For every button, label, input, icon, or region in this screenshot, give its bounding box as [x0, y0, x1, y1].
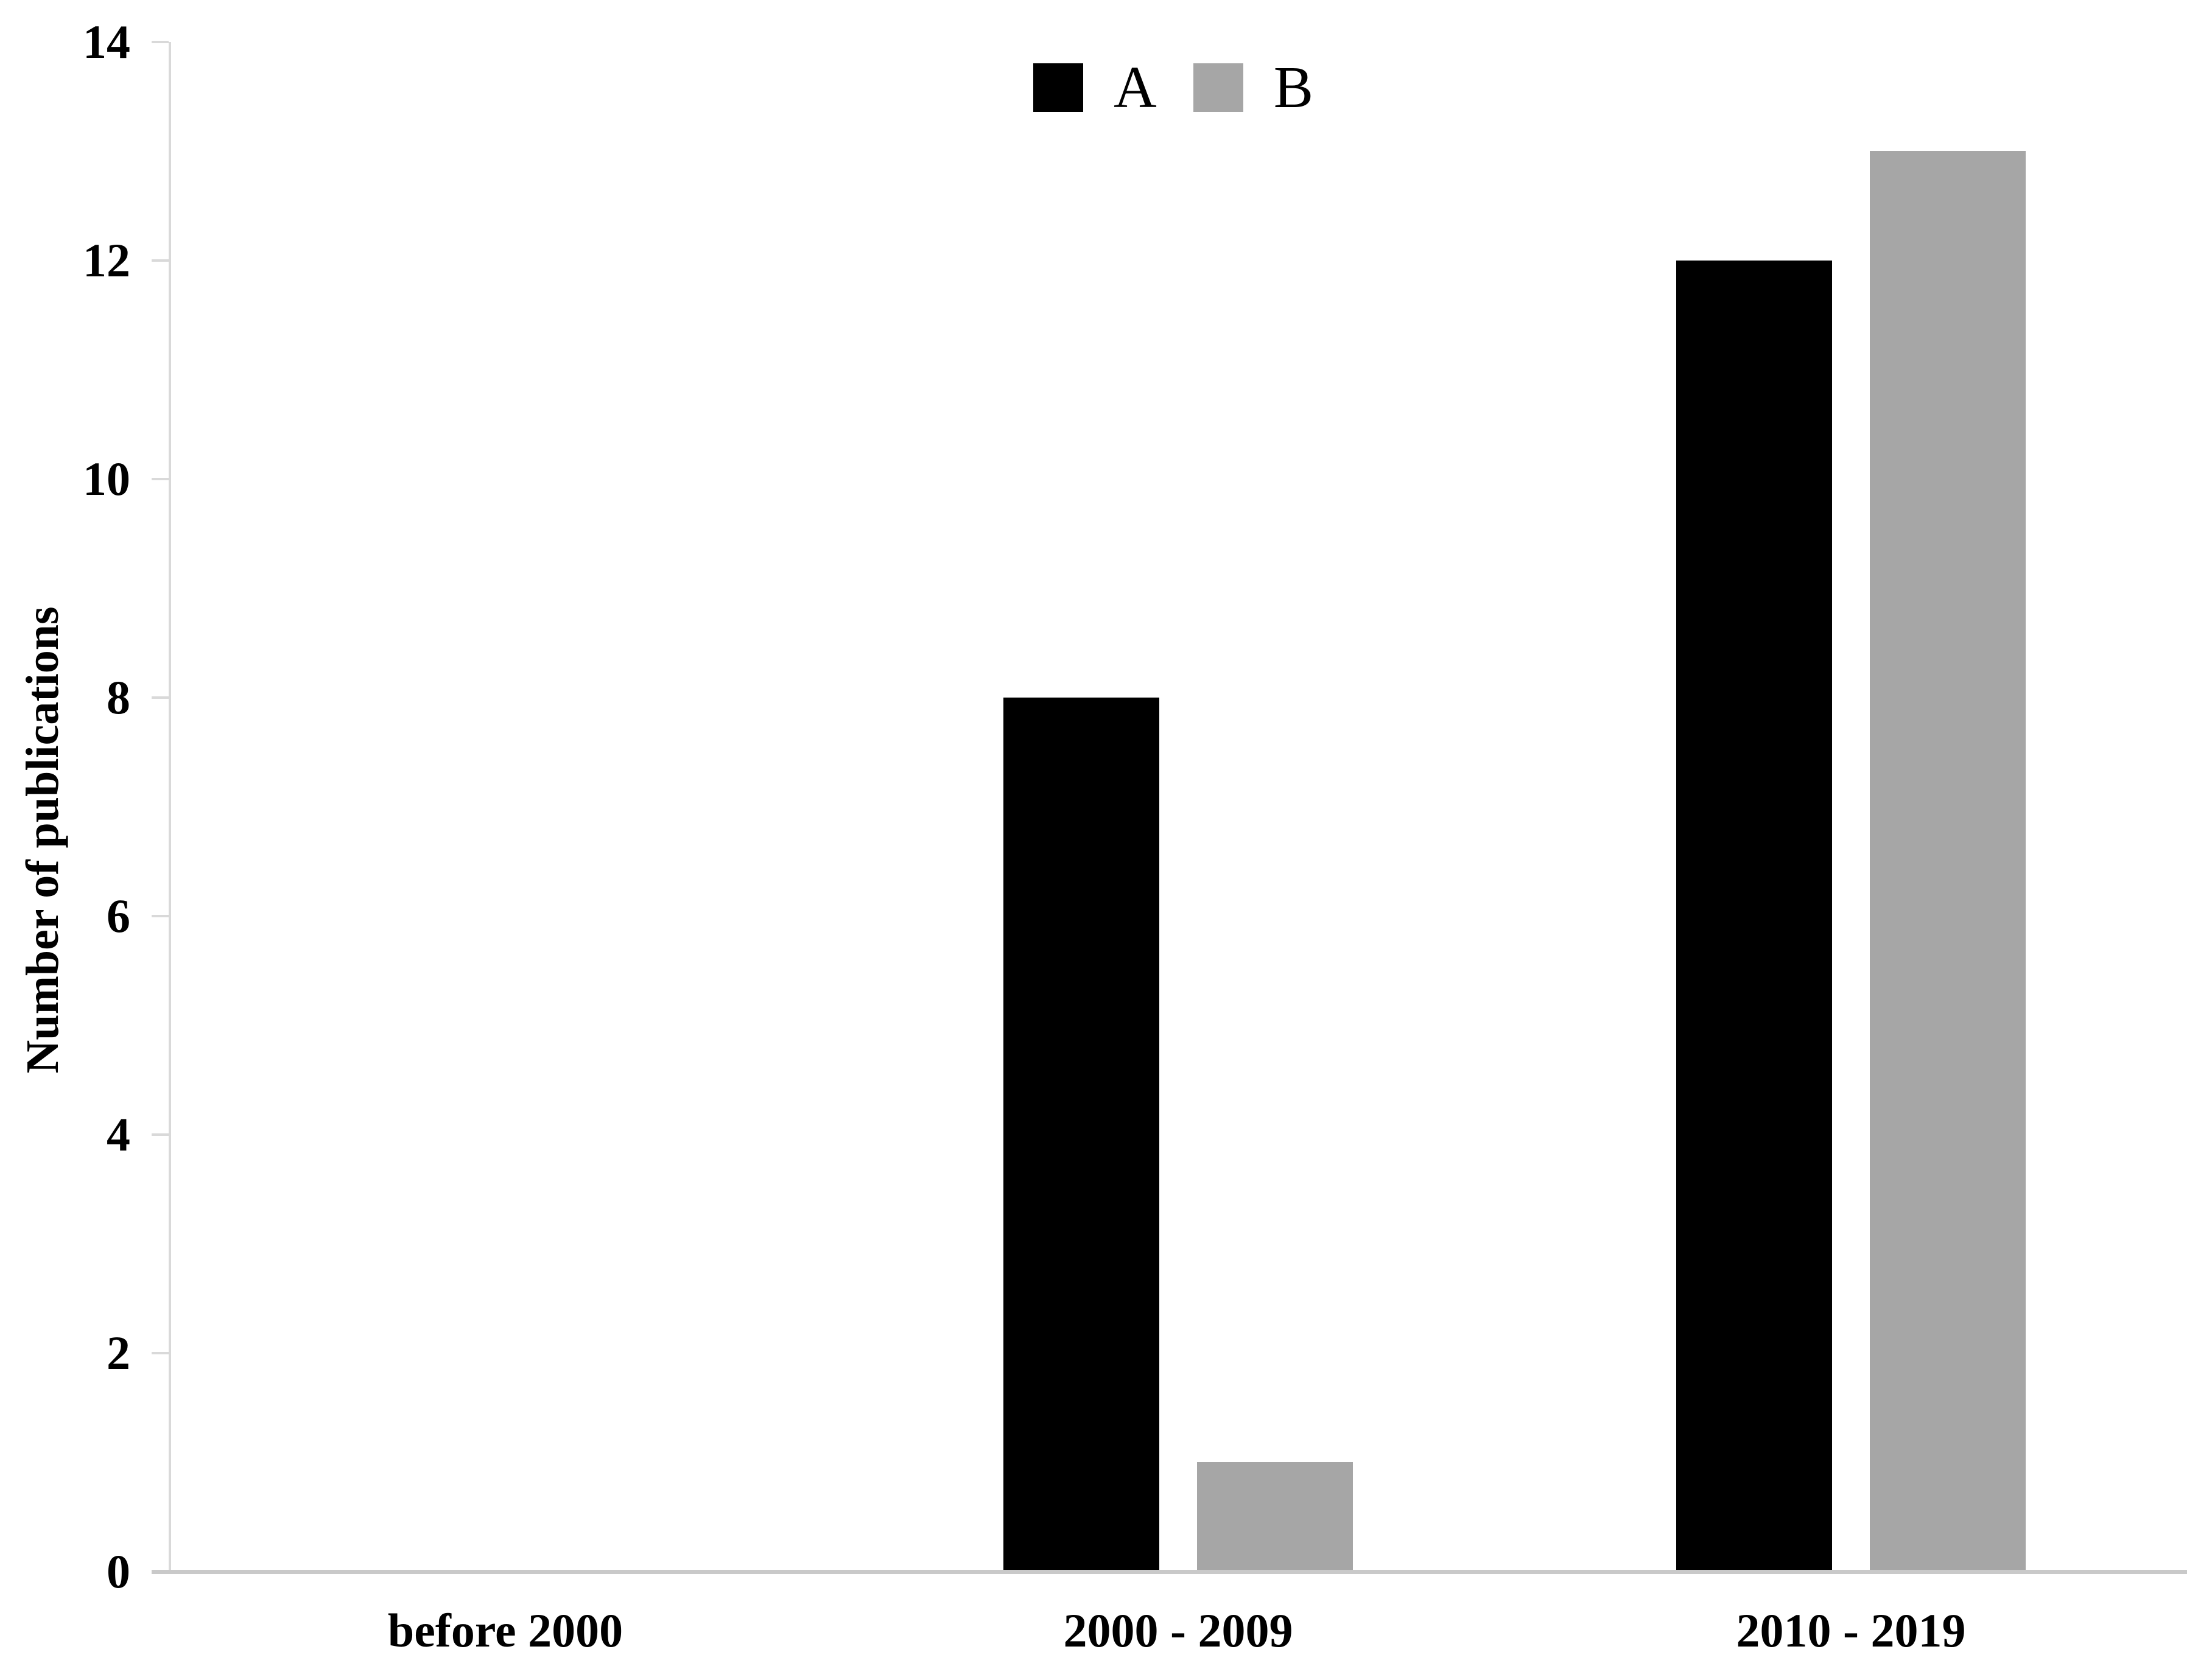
legend: A B [1033, 58, 1313, 117]
bar-a-2000-2009 [1003, 698, 1159, 1572]
y-tick-mark-2 [152, 1352, 169, 1354]
y-tick-label-12: 12 [83, 234, 130, 287]
x-axis-line [152, 1570, 2187, 1574]
y-tick-mark-12 [152, 259, 169, 262]
legend-item-b: B [1193, 58, 1313, 117]
bar-a-2010-2019 [1676, 261, 1832, 1572]
bar-b-2010-2019 [1870, 151, 2026, 1572]
y-tick-label-4: 4 [107, 1108, 130, 1161]
legend-label-a: A [1114, 55, 1157, 121]
y-tick-label-0: 0 [107, 1545, 130, 1598]
y-tick-label-6: 6 [107, 889, 130, 942]
y-axis-line [169, 42, 171, 1572]
y-tick-mark-4 [152, 1133, 169, 1136]
legend-label-b: B [1273, 55, 1314, 121]
bar-b-2000-2009 [1197, 1462, 1353, 1572]
x-category-label-2010-2019: 2010 - 2019 [1736, 1604, 1966, 1657]
x-category-label-2000-2009: 2000 - 2009 [1063, 1604, 1293, 1657]
x-category-label-before-2000: before 2000 [387, 1604, 623, 1657]
y-tick-label-14: 14 [83, 15, 130, 68]
y-tick-mark-14 [152, 41, 169, 43]
y-tick-label-8: 8 [107, 671, 130, 724]
y-tick-label-2: 2 [107, 1326, 130, 1379]
legend-swatch-b [1193, 63, 1243, 112]
legend-item-a: A [1033, 58, 1157, 117]
y-tick-mark-8 [152, 696, 169, 699]
legend-swatch-a [1033, 63, 1083, 112]
y-tick-mark-10 [152, 478, 169, 480]
y-tick-label-10: 10 [83, 452, 130, 505]
y-tick-mark-6 [152, 915, 169, 917]
